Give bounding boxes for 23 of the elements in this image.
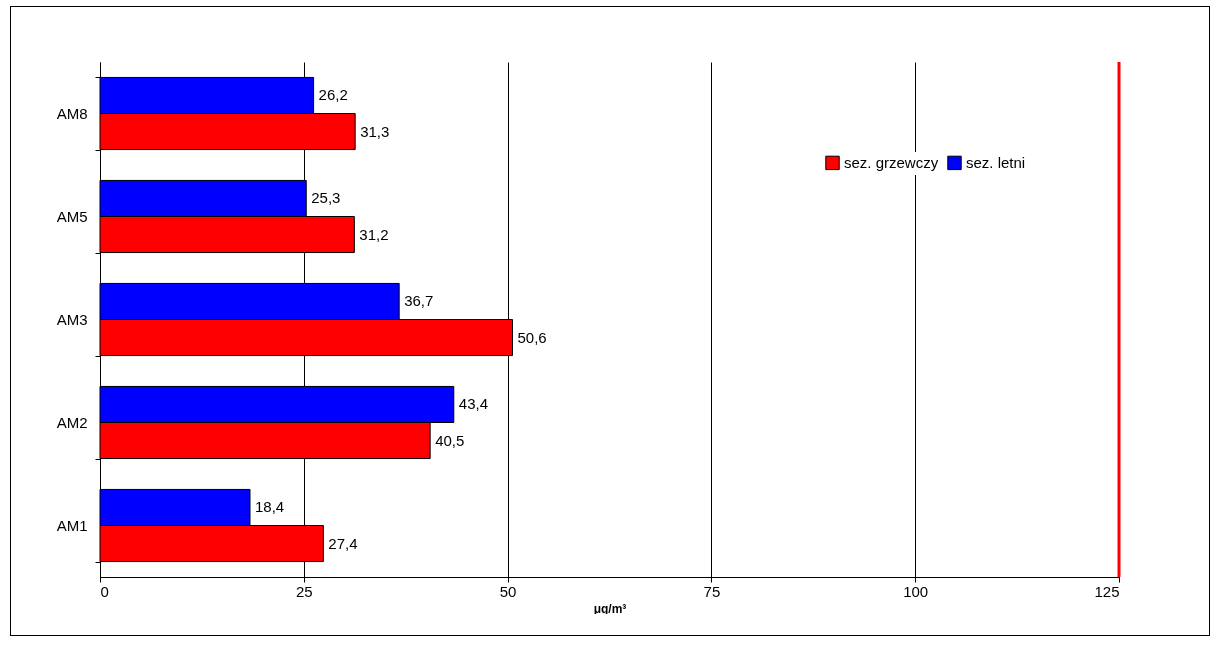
data-label: 40,5 <box>435 431 465 449</box>
data-label: 43,4 <box>458 395 488 413</box>
x-tick-label: 75 <box>703 582 721 600</box>
data-label: 18,4 <box>255 498 285 516</box>
x-tick-label: 100 <box>903 582 929 600</box>
y-tick-label: AM8 <box>56 105 88 122</box>
data-label: 25,3 <box>311 189 341 207</box>
legend-label: sez. letni <box>966 153 1026 171</box>
y-tick-label: AM1 <box>56 517 88 534</box>
data-label: 31,2 <box>359 225 389 243</box>
y-tick-label: AM3 <box>56 311 88 328</box>
data-label: 31,3 <box>360 122 390 140</box>
x-tick-label: 125 <box>1094 582 1120 600</box>
data-label: 50,6 <box>517 328 547 346</box>
x-tick-label: 50 <box>499 582 517 600</box>
x-tick-label: 0 <box>100 582 109 600</box>
data-label: 36,7 <box>404 292 434 310</box>
data-label: 26,2 <box>318 86 348 104</box>
legend-label: sez. grzewczy <box>844 153 939 171</box>
data-label: 27,4 <box>328 534 358 552</box>
y-tick-label: AM5 <box>56 208 88 225</box>
y-tick-label: AM2 <box>56 414 88 431</box>
x-tick-label: 25 <box>295 582 313 600</box>
